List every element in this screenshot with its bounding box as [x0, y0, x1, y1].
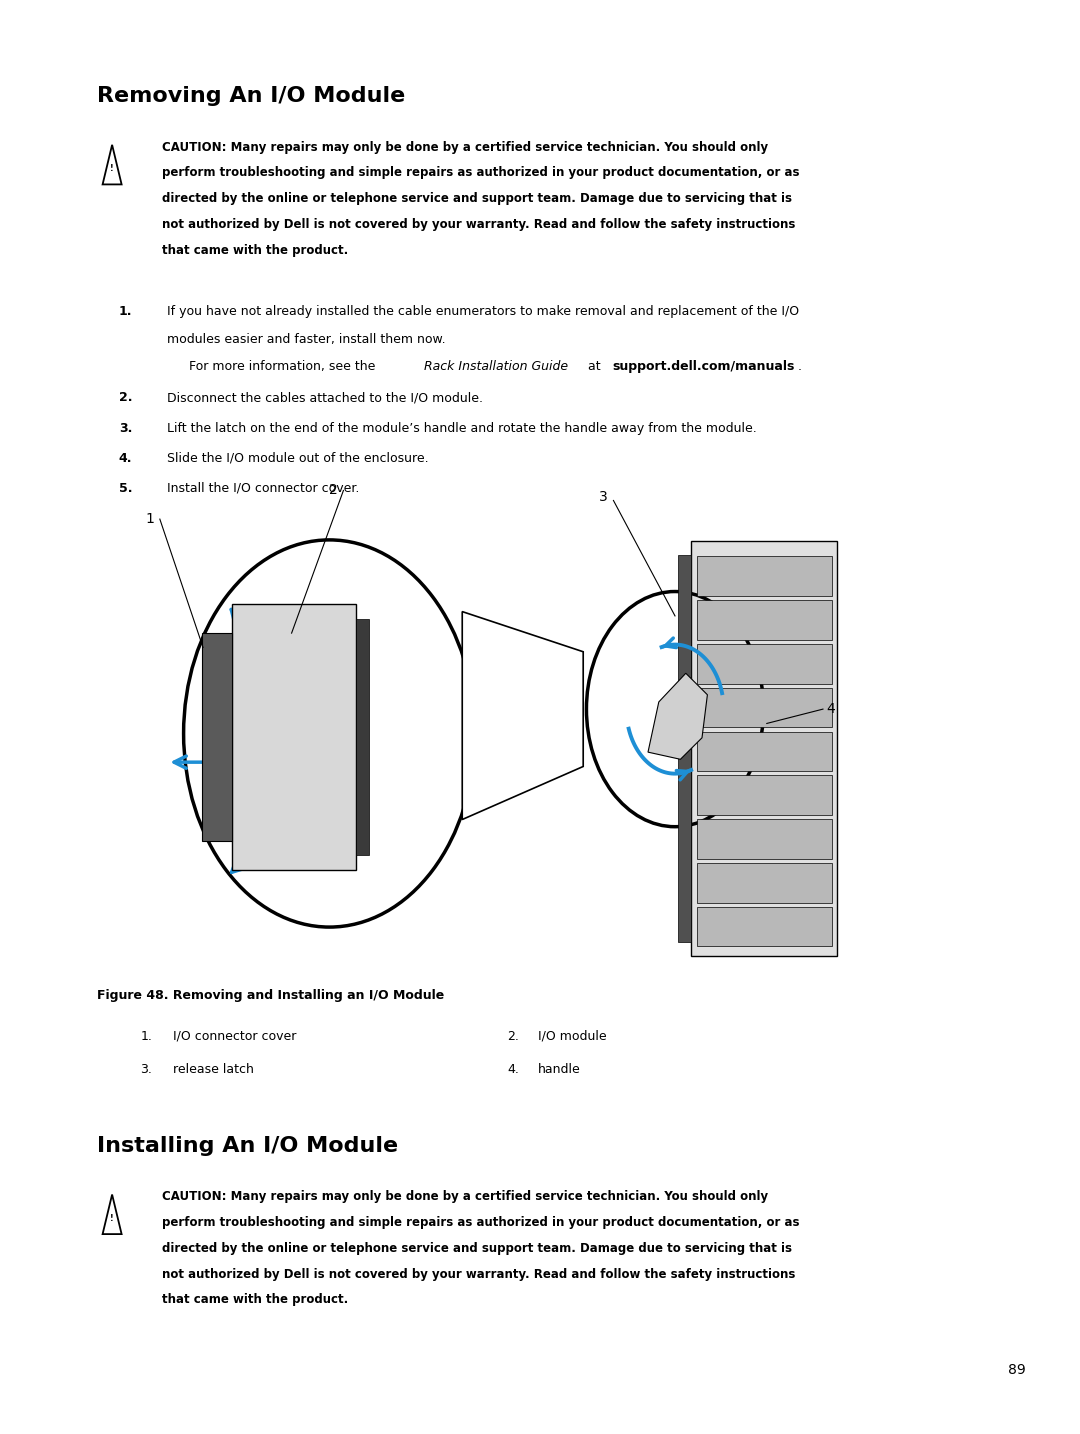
- Text: 5.: 5.: [119, 482, 133, 495]
- Text: 1.: 1.: [119, 305, 133, 318]
- Text: CAUTION: Many repairs may only be done by a certified service technician. You sh: CAUTION: Many repairs may only be done b…: [162, 141, 768, 153]
- Text: 2.: 2.: [508, 1030, 519, 1043]
- Text: I/O connector cover: I/O connector cover: [173, 1030, 296, 1043]
- Text: 4: 4: [826, 703, 835, 716]
- Text: support.dell.com/manuals: support.dell.com/manuals: [612, 360, 795, 373]
- Text: at: at: [584, 360, 605, 373]
- Text: .: .: [798, 360, 802, 373]
- FancyBboxPatch shape: [356, 619, 369, 856]
- Text: 3: 3: [599, 490, 608, 505]
- Text: handle: handle: [538, 1063, 581, 1076]
- FancyBboxPatch shape: [697, 776, 832, 815]
- Text: Disconnect the cables attached to the I/O module.: Disconnect the cables attached to the I/…: [167, 391, 484, 404]
- Text: Figure 48. Removing and Installing an I/O Module: Figure 48. Removing and Installing an I/…: [97, 989, 445, 1002]
- Text: Installing An I/O Module: Installing An I/O Module: [97, 1136, 399, 1156]
- FancyBboxPatch shape: [697, 601, 832, 640]
- FancyBboxPatch shape: [697, 556, 832, 597]
- Polygon shape: [648, 674, 707, 760]
- FancyBboxPatch shape: [697, 731, 832, 771]
- Text: 2: 2: [329, 483, 338, 498]
- FancyBboxPatch shape: [697, 863, 832, 902]
- FancyBboxPatch shape: [697, 688, 832, 727]
- Text: !: !: [110, 163, 113, 174]
- Text: that came with the product.: that came with the product.: [162, 244, 348, 257]
- Text: 1.: 1.: [140, 1030, 152, 1043]
- Text: Lift the latch on the end of the module’s handle and rotate the handle away from: Lift the latch on the end of the module’…: [167, 422, 757, 435]
- Text: release latch: release latch: [173, 1063, 254, 1076]
- FancyBboxPatch shape: [678, 555, 691, 942]
- Text: !: !: [110, 1213, 113, 1223]
- Text: 3.: 3.: [119, 422, 132, 435]
- FancyBboxPatch shape: [697, 906, 832, 946]
- Text: 3.: 3.: [140, 1063, 152, 1076]
- Text: perform troubleshooting and simple repairs as authorized in your product documen: perform troubleshooting and simple repai…: [162, 1216, 799, 1229]
- Text: modules easier and faster, install them now.: modules easier and faster, install them …: [167, 333, 446, 346]
- FancyBboxPatch shape: [697, 819, 832, 859]
- FancyBboxPatch shape: [232, 605, 356, 870]
- FancyBboxPatch shape: [202, 634, 232, 842]
- Text: If you have not already installed the cable enumerators to make removal and repl: If you have not already installed the ca…: [167, 305, 799, 318]
- Text: 2.: 2.: [119, 391, 133, 404]
- Text: CAUTION: Many repairs may only be done by a certified service technician. You sh: CAUTION: Many repairs may only be done b…: [162, 1190, 768, 1203]
- Text: not authorized by Dell is not covered by your warranty. Read and follow the safe: not authorized by Dell is not covered by…: [162, 218, 795, 231]
- Text: I/O module: I/O module: [538, 1030, 607, 1043]
- Text: directed by the online or telephone service and support team. Damage due to serv: directed by the online or telephone serv…: [162, 192, 792, 205]
- Text: Removing An I/O Module: Removing An I/O Module: [97, 86, 405, 106]
- Text: For more information, see the: For more information, see the: [189, 360, 379, 373]
- Text: directed by the online or telephone service and support team. Damage due to serv: directed by the online or telephone serv…: [162, 1242, 792, 1255]
- Text: 4.: 4.: [508, 1063, 519, 1076]
- Text: 4.: 4.: [119, 452, 133, 465]
- FancyBboxPatch shape: [691, 541, 837, 956]
- Text: not authorized by Dell is not covered by your warranty. Read and follow the safe: not authorized by Dell is not covered by…: [162, 1268, 795, 1281]
- Text: perform troubleshooting and simple repairs as authorized in your product documen: perform troubleshooting and simple repai…: [162, 166, 799, 179]
- Text: that came with the product.: that came with the product.: [162, 1293, 348, 1306]
- Text: Install the I/O connector cover.: Install the I/O connector cover.: [167, 482, 360, 495]
- Text: Rack Installation Guide: Rack Installation Guide: [424, 360, 568, 373]
- Text: 89: 89: [1009, 1362, 1026, 1377]
- Text: 1: 1: [146, 512, 154, 526]
- FancyBboxPatch shape: [697, 644, 832, 684]
- Polygon shape: [462, 612, 583, 820]
- Text: Slide the I/O module out of the enclosure.: Slide the I/O module out of the enclosur…: [167, 452, 429, 465]
